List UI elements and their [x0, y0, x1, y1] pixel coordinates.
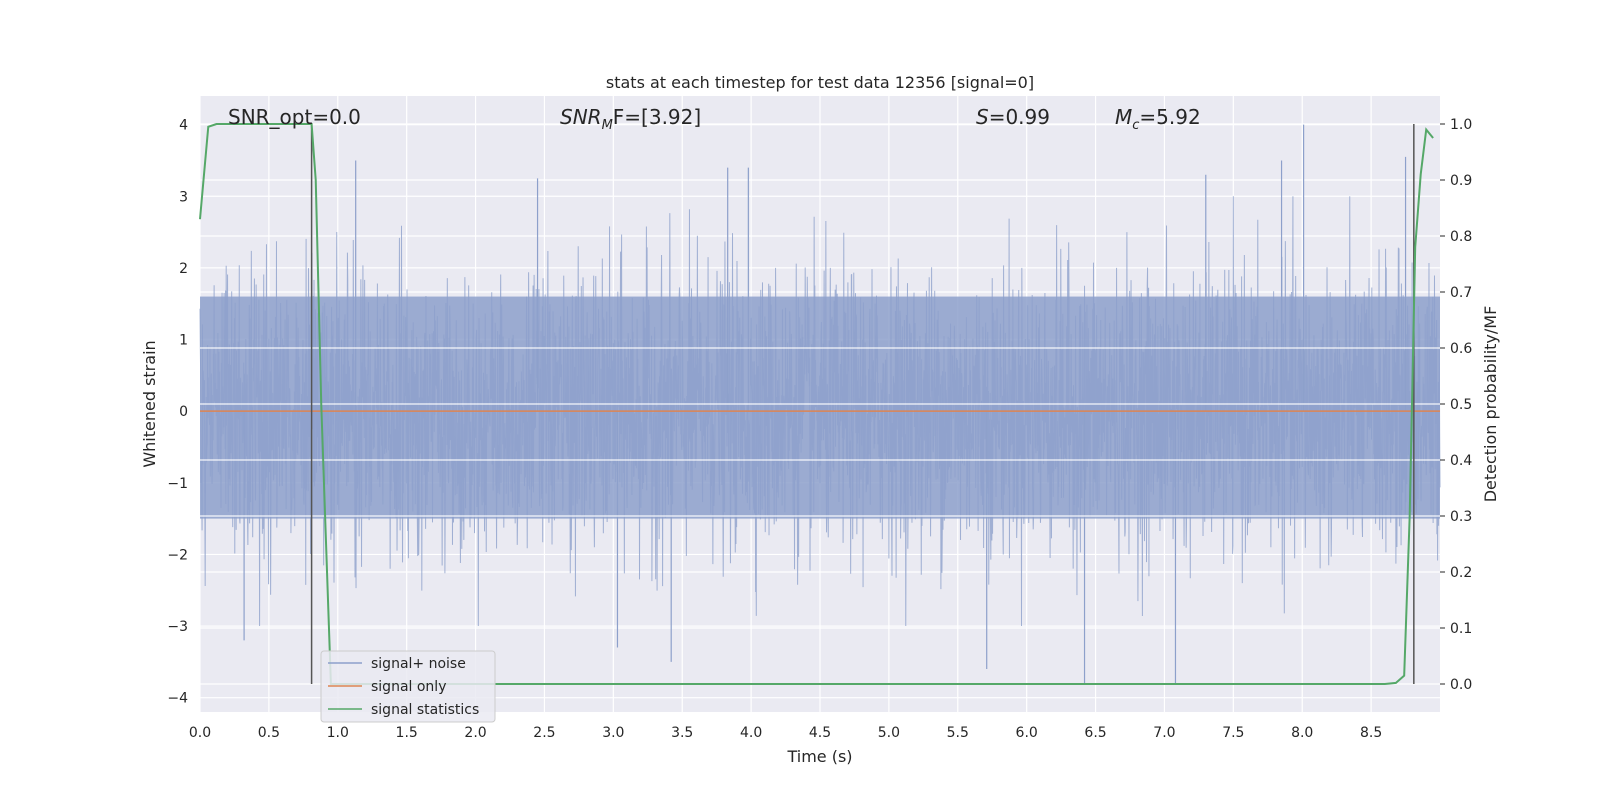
right-y-tick-label: 0.3: [1450, 509, 1472, 525]
left-y-tick-label: 4: [179, 118, 188, 134]
x-tick-label: 0.0: [189, 725, 211, 741]
snr-mf-label: SNR: [560, 105, 602, 129]
annotation-mc: Mc=5.92: [1115, 105, 1201, 133]
x-tick-label: 7.0: [1153, 725, 1175, 741]
x-tick-label: 6.5: [1084, 725, 1106, 741]
x-tick-label: 8.5: [1360, 725, 1382, 741]
mc-value: =5.92: [1139, 105, 1200, 129]
left-y-tick-label: −1: [167, 476, 188, 492]
right-y-tick-label: 0.8: [1450, 229, 1472, 245]
right-y-tick-label: 0.7: [1450, 285, 1472, 301]
x-tick-label: 1.0: [327, 725, 349, 741]
right-y-tick-label: 0.2: [1450, 565, 1472, 581]
x-tick-label: 5.0: [878, 725, 900, 741]
x-axis-label: Time (s): [786, 747, 852, 766]
x-tick-label: 7.5: [1222, 725, 1244, 741]
right-y-tick-label: 0.4: [1450, 453, 1472, 469]
x-tick-label: 0.5: [258, 725, 280, 741]
right-y-tick-label: 0.1: [1450, 621, 1472, 637]
right-y-axis-ticks: 1.0 0.9 0.8 0.7 0.6 0.5 0.4 0.3 0.2 0.1 0.0: [1440, 117, 1472, 693]
annotation-s: S=0.99: [976, 105, 1050, 129]
legend-label-signal-statistics: signal statistics: [371, 702, 479, 718]
left-y-tick-label: 1: [179, 333, 188, 349]
x-tick-label: 2.0: [464, 725, 486, 741]
left-y-tick-label: −3: [167, 619, 188, 635]
left-y-tick-label: 3: [179, 189, 188, 205]
x-tick-label: 3.0: [602, 725, 624, 741]
right-y-tick-label: 0.6: [1450, 341, 1472, 357]
signal-plus-noise-series: [199, 124, 1441, 684]
legend-box: [320, 650, 496, 723]
left-y-tick-label: 2: [179, 261, 188, 277]
legend: signal+ noise signal only signal statist…: [320, 650, 496, 723]
annotation-snr-mf: SNRMF=[3.92]: [560, 105, 701, 133]
left-y-axis-label: Whitened strain: [140, 340, 159, 467]
x-tick-label: 8.0: [1291, 725, 1313, 741]
signal-plus-noise-band: [200, 296, 1440, 519]
mc-subscript: c: [1132, 118, 1139, 133]
mc-label: M: [1115, 105, 1132, 129]
overlay-series: [199, 123, 1440, 685]
legend-label-signal-noise: signal+ noise: [371, 656, 466, 672]
x-axis-ticks: 0.0 0.5 1.0 1.5 2.0 2.5 3.0 3.5 4.0 4.5 5.0 5.5 6.0 6…: [189, 725, 1382, 741]
x-tick-label: 4.0: [740, 725, 762, 741]
x-tick-label: 5.5: [947, 725, 969, 741]
right-y-axis-label: Detection probability/MF: [1481, 306, 1500, 503]
s-label: S: [976, 105, 989, 129]
snr-mf-value: F=[3.92]: [613, 105, 701, 129]
snr-mf-subscript: M: [602, 118, 613, 133]
x-tick-label: 3.5: [671, 725, 693, 741]
left-y-tick-label: −2: [167, 547, 188, 563]
left-y-tick-label: 0: [179, 404, 188, 420]
annotation-snr-opt: SNR_opt=0.0: [228, 105, 361, 129]
left-y-tick-label: −4: [167, 691, 188, 707]
right-y-tick-label: 0.9: [1450, 173, 1472, 189]
x-tick-label: 1.5: [396, 725, 418, 741]
x-tick-label: 4.5: [809, 725, 831, 741]
right-y-tick-label: 1.0: [1450, 117, 1472, 133]
chart-title: stats at each timestep for test data 123…: [606, 73, 1034, 92]
x-tick-label: 2.5: [533, 725, 555, 741]
left-y-axis-ticks: 4 3 2 1 0 −1 −2 −3 −4: [167, 118, 188, 707]
legend-label-signal-only: signal only: [371, 679, 446, 695]
s-value: =0.99: [989, 105, 1050, 129]
x-tick-label: 6.0: [1016, 725, 1038, 741]
right-y-tick-label: 0.0: [1450, 677, 1472, 693]
right-y-tick-label: 0.5: [1450, 397, 1472, 413]
